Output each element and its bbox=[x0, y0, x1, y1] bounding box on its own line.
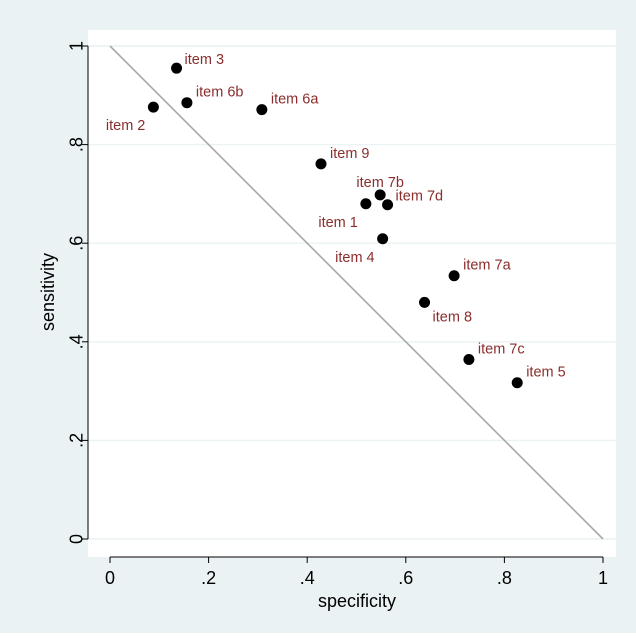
point-label-11: item 7c bbox=[478, 342, 525, 358]
y-tick-label-5: 1 bbox=[66, 41, 86, 51]
x-axis-title: specificity bbox=[318, 591, 396, 611]
y-tick-label-2: .4 bbox=[66, 334, 86, 349]
point-label-0: item 3 bbox=[185, 52, 225, 68]
y-tick-label-0: 0 bbox=[66, 534, 86, 544]
data-point-8 bbox=[377, 233, 389, 245]
y-tick-label-1: .2 bbox=[66, 433, 86, 448]
x-tick-label-5: 1 bbox=[598, 568, 608, 588]
data-point-7 bbox=[382, 199, 394, 211]
x-tick-label-0: 0 bbox=[105, 568, 115, 588]
point-label-3: item 6a bbox=[271, 92, 319, 108]
data-point-6 bbox=[360, 198, 372, 210]
point-label-8: item 4 bbox=[335, 250, 375, 266]
gridlines bbox=[88, 45, 616, 540]
data-point-2 bbox=[181, 97, 193, 109]
point-label-2: item 6b bbox=[196, 85, 244, 101]
y-tick-label-4: .8 bbox=[66, 137, 86, 152]
data-point-4 bbox=[315, 158, 327, 170]
y-axis-title: sensitivity bbox=[38, 253, 58, 331]
data-point-0 bbox=[171, 62, 183, 74]
reference-line-group bbox=[109, 45, 604, 540]
point-label-1: item 2 bbox=[106, 118, 146, 134]
data-point-5 bbox=[374, 189, 386, 201]
x-tick-label-1: .2 bbox=[201, 568, 216, 588]
point-label-6: item 1 bbox=[318, 215, 358, 231]
y-tick-label-3: .6 bbox=[66, 236, 86, 251]
data-point-11 bbox=[463, 354, 475, 366]
plot-area bbox=[88, 30, 616, 557]
data-point-1 bbox=[147, 101, 159, 113]
point-label-7: item 7d bbox=[396, 189, 444, 205]
data-point-9 bbox=[448, 270, 460, 282]
point-label-12: item 5 bbox=[526, 365, 566, 381]
reference-line bbox=[109, 45, 604, 540]
point-label-5: item 7b bbox=[356, 175, 404, 191]
point-label-10: item 8 bbox=[433, 309, 473, 325]
data-points bbox=[147, 62, 523, 389]
data-point-3 bbox=[256, 104, 268, 116]
x-tick-label-4: .8 bbox=[497, 568, 512, 588]
data-point-12 bbox=[511, 377, 523, 389]
x-tick-label-3: .6 bbox=[398, 568, 413, 588]
data-point-10 bbox=[419, 296, 431, 308]
axes: 0 .2 .4 .6 .8 1 0 .2 .4 .6 .8 1 bbox=[66, 41, 608, 588]
point-label-4: item 9 bbox=[330, 146, 370, 162]
x-tick-label-2: .4 bbox=[300, 568, 315, 588]
point-label-9: item 7a bbox=[463, 258, 511, 274]
